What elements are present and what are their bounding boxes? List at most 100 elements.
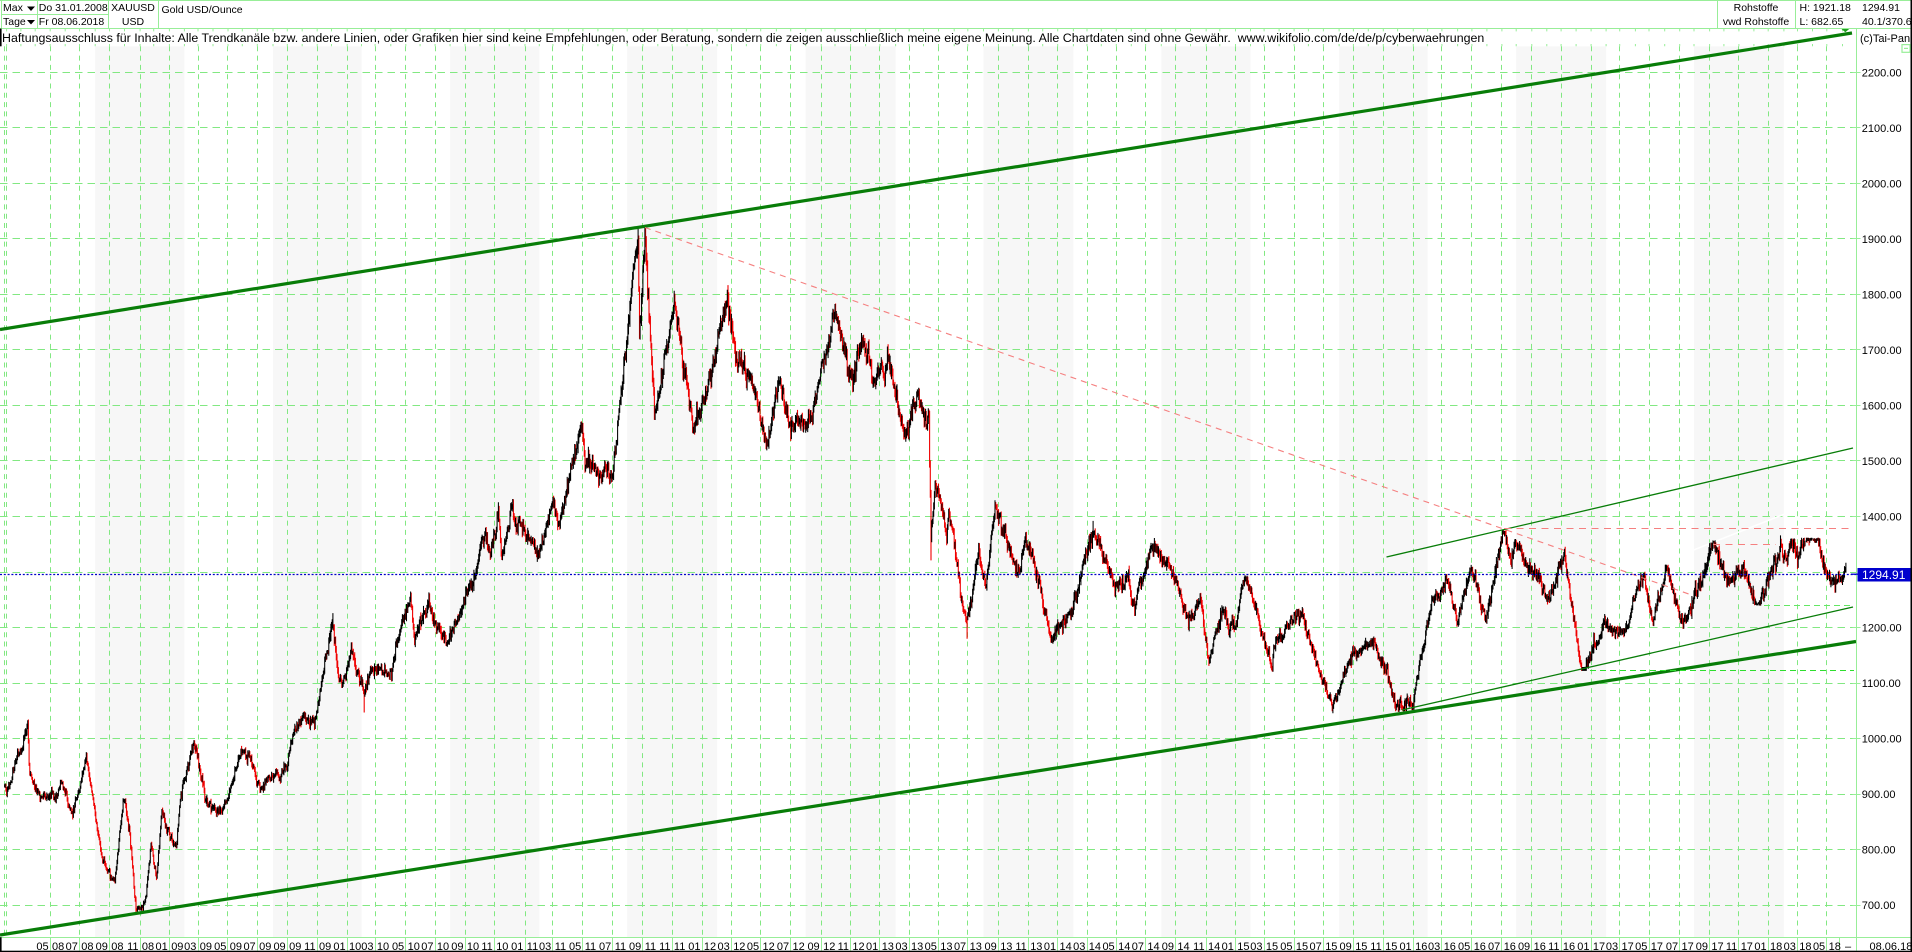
svg-text:09: 09 — [319, 941, 331, 952]
svg-text:10: 10 — [467, 941, 479, 952]
svg-text:17: 17 — [1651, 941, 1663, 952]
svg-text:12: 12 — [823, 941, 835, 952]
svg-text:12: 12 — [733, 941, 745, 952]
svg-text:03: 03 — [1784, 941, 1796, 952]
svg-text:vwd Rohstoffe: vwd Rohstoffe — [1723, 16, 1790, 28]
svg-text:11: 11 — [1015, 941, 1026, 952]
svg-text:03: 03 — [361, 941, 373, 952]
svg-text:11: 11 — [555, 941, 566, 952]
svg-text:05: 05 — [1813, 941, 1825, 952]
svg-text:Do 31.01.2008: Do 31.01.2008 — [39, 2, 108, 14]
svg-text:18: 18 — [1829, 941, 1841, 952]
svg-text:Tage: Tage — [3, 16, 26, 28]
svg-text:13: 13 — [1000, 941, 1012, 952]
svg-text:10: 10 — [349, 941, 361, 952]
svg-text:16: 16 — [1474, 941, 1486, 952]
svg-text:15: 15 — [1296, 941, 1308, 952]
svg-text:13: 13 — [882, 941, 894, 952]
svg-text:07: 07 — [1488, 941, 1500, 952]
svg-text:08.06.18: 08.06.18 — [1870, 941, 1912, 952]
svg-text:07: 07 — [1132, 941, 1144, 952]
svg-text:15: 15 — [1355, 941, 1367, 952]
svg-text:17: 17 — [1622, 941, 1634, 952]
svg-text:800.00: 800.00 — [1862, 845, 1896, 857]
svg-text:18: 18 — [1770, 941, 1782, 952]
svg-text:07: 07 — [66, 941, 78, 952]
svg-text:05: 05 — [392, 941, 404, 952]
svg-text:09: 09 — [96, 941, 108, 952]
svg-text:13: 13 — [970, 941, 982, 952]
svg-text:03: 03 — [1250, 941, 1262, 952]
svg-text:10: 10 — [377, 941, 389, 952]
svg-text:05: 05 — [569, 941, 581, 952]
svg-text:07: 07 — [954, 941, 966, 952]
svg-text:2200.00: 2200.00 — [1862, 67, 1902, 79]
svg-text:15: 15 — [1385, 941, 1397, 952]
svg-text:05: 05 — [747, 941, 759, 952]
svg-text:10: 10 — [437, 941, 449, 952]
svg-text:17: 17 — [1741, 941, 1753, 952]
svg-text:14: 14 — [1177, 941, 1189, 952]
svg-text:17: 17 — [1593, 941, 1605, 952]
svg-text:07: 07 — [421, 941, 433, 952]
svg-text:900.00: 900.00 — [1862, 789, 1896, 801]
svg-text:09: 09 — [171, 941, 183, 952]
svg-text:17: 17 — [1682, 941, 1694, 952]
svg-text:11: 11 — [585, 941, 596, 952]
svg-text:01: 01 — [511, 941, 523, 952]
svg-text:07: 07 — [1310, 941, 1322, 952]
svg-text:05: 05 — [1635, 941, 1647, 952]
svg-text:Haftungsausschluss für Inhalte: Haftungsausschluss für Inhalte: Alle Tre… — [2, 31, 1484, 45]
svg-text:40.1/370.66: 40.1/370.66 — [1862, 16, 1912, 28]
svg-text:07: 07 — [1666, 941, 1678, 952]
svg-text:2000.00: 2000.00 — [1862, 178, 1902, 190]
svg-text:700.00: 700.00 — [1862, 900, 1896, 912]
svg-text:05: 05 — [925, 941, 937, 952]
svg-text:1700.00: 1700.00 — [1862, 345, 1902, 357]
svg-text:16: 16 — [1415, 941, 1427, 952]
svg-text:1294.91: 1294.91 — [1862, 2, 1900, 14]
svg-text:11: 11 — [1726, 941, 1737, 952]
svg-text:16: 16 — [1534, 941, 1546, 952]
svg-text:16: 16 — [1563, 941, 1575, 952]
svg-text:14: 14 — [1089, 941, 1101, 952]
svg-text:11: 11 — [615, 941, 626, 952]
svg-text:18: 18 — [1799, 941, 1811, 952]
svg-text:Max: Max — [3, 2, 24, 14]
svg-text:11: 11 — [527, 941, 538, 952]
svg-text:14: 14 — [1208, 941, 1220, 952]
svg-text:09: 09 — [1696, 941, 1708, 952]
svg-text:2100.00: 2100.00 — [1862, 123, 1902, 135]
svg-text:14: 14 — [1118, 941, 1130, 952]
svg-text:11: 11 — [127, 941, 138, 952]
svg-text:09: 09 — [289, 941, 301, 952]
svg-text:1900.00: 1900.00 — [1862, 234, 1902, 246]
svg-text:05: 05 — [214, 941, 226, 952]
svg-text:07: 07 — [243, 941, 255, 952]
svg-text:07: 07 — [777, 941, 789, 952]
svg-text:L: 682.65: L: 682.65 — [1800, 16, 1844, 28]
svg-text:08: 08 — [52, 941, 64, 952]
svg-text:03: 03 — [539, 941, 551, 952]
svg-text:05: 05 — [1102, 941, 1114, 952]
svg-text:15: 15 — [1237, 941, 1249, 952]
svg-text:Rohstoffe: Rohstoffe — [1734, 2, 1779, 14]
svg-text:1200.00: 1200.00 — [1862, 623, 1902, 635]
svg-text:11: 11 — [481, 941, 492, 952]
svg-text:08: 08 — [81, 941, 93, 952]
svg-text:05: 05 — [1458, 941, 1470, 952]
svg-text:08: 08 — [142, 941, 154, 952]
svg-text:09: 09 — [1340, 941, 1352, 952]
svg-text:11: 11 — [304, 941, 315, 952]
svg-text:13: 13 — [1030, 941, 1042, 952]
svg-text:12: 12 — [793, 941, 805, 952]
svg-text:14: 14 — [1060, 941, 1072, 952]
svg-text:01: 01 — [1222, 941, 1234, 952]
svg-text:03: 03 — [718, 941, 730, 952]
svg-text:11: 11 — [838, 941, 849, 952]
svg-text:05: 05 — [36, 941, 48, 952]
svg-text:11: 11 — [659, 941, 670, 952]
svg-text:(c)Tai-Pan: (c)Tai-Pan — [1860, 33, 1910, 45]
svg-text:09: 09 — [629, 941, 641, 952]
svg-text:09: 09 — [230, 941, 242, 952]
